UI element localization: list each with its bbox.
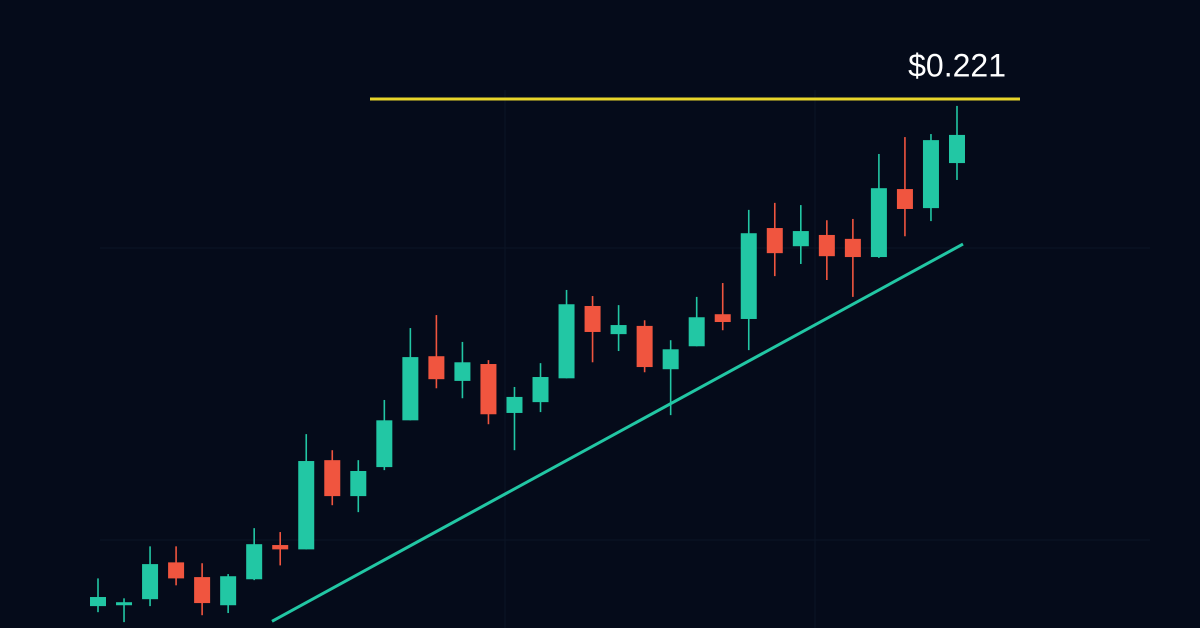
candle-body: [168, 562, 185, 579]
candle-body: [688, 317, 705, 347]
candle-body: [948, 134, 965, 164]
candle-body: [766, 228, 783, 254]
candle-body: [454, 362, 471, 381]
candle-body: [272, 545, 289, 550]
candle-body: [116, 602, 133, 606]
candle-body: [922, 140, 939, 209]
candle-body: [220, 576, 237, 606]
background-grid: [100, 90, 1150, 628]
candle-body: [194, 577, 211, 604]
candle-body: [896, 189, 913, 209]
candle-body: [792, 231, 809, 247]
candle-body: [532, 377, 549, 403]
candle-body: [142, 564, 159, 600]
candle-body: [402, 357, 419, 421]
candle-body: [610, 325, 627, 335]
candle-body: [662, 349, 679, 370]
candle-body: [870, 188, 887, 258]
candle-body: [558, 304, 575, 379]
candle-body: [740, 233, 757, 319]
candle-body: [428, 356, 445, 380]
candle-body: [844, 238, 861, 258]
candle-body: [818, 234, 835, 257]
candle-body: [636, 325, 653, 368]
candle-body: [324, 460, 341, 497]
candle-body: [480, 364, 497, 415]
candle-body: [350, 470, 367, 497]
support-line: [271, 242, 964, 623]
candle-body: [376, 420, 393, 468]
resistance-label: $0.221: [908, 47, 1006, 83]
candle-body: [246, 544, 263, 580]
candle-body: [298, 461, 315, 550]
candle-body: [584, 305, 601, 332]
candle-body: [714, 314, 731, 323]
candle-body: [90, 597, 106, 607]
candle-body: [506, 396, 523, 413]
